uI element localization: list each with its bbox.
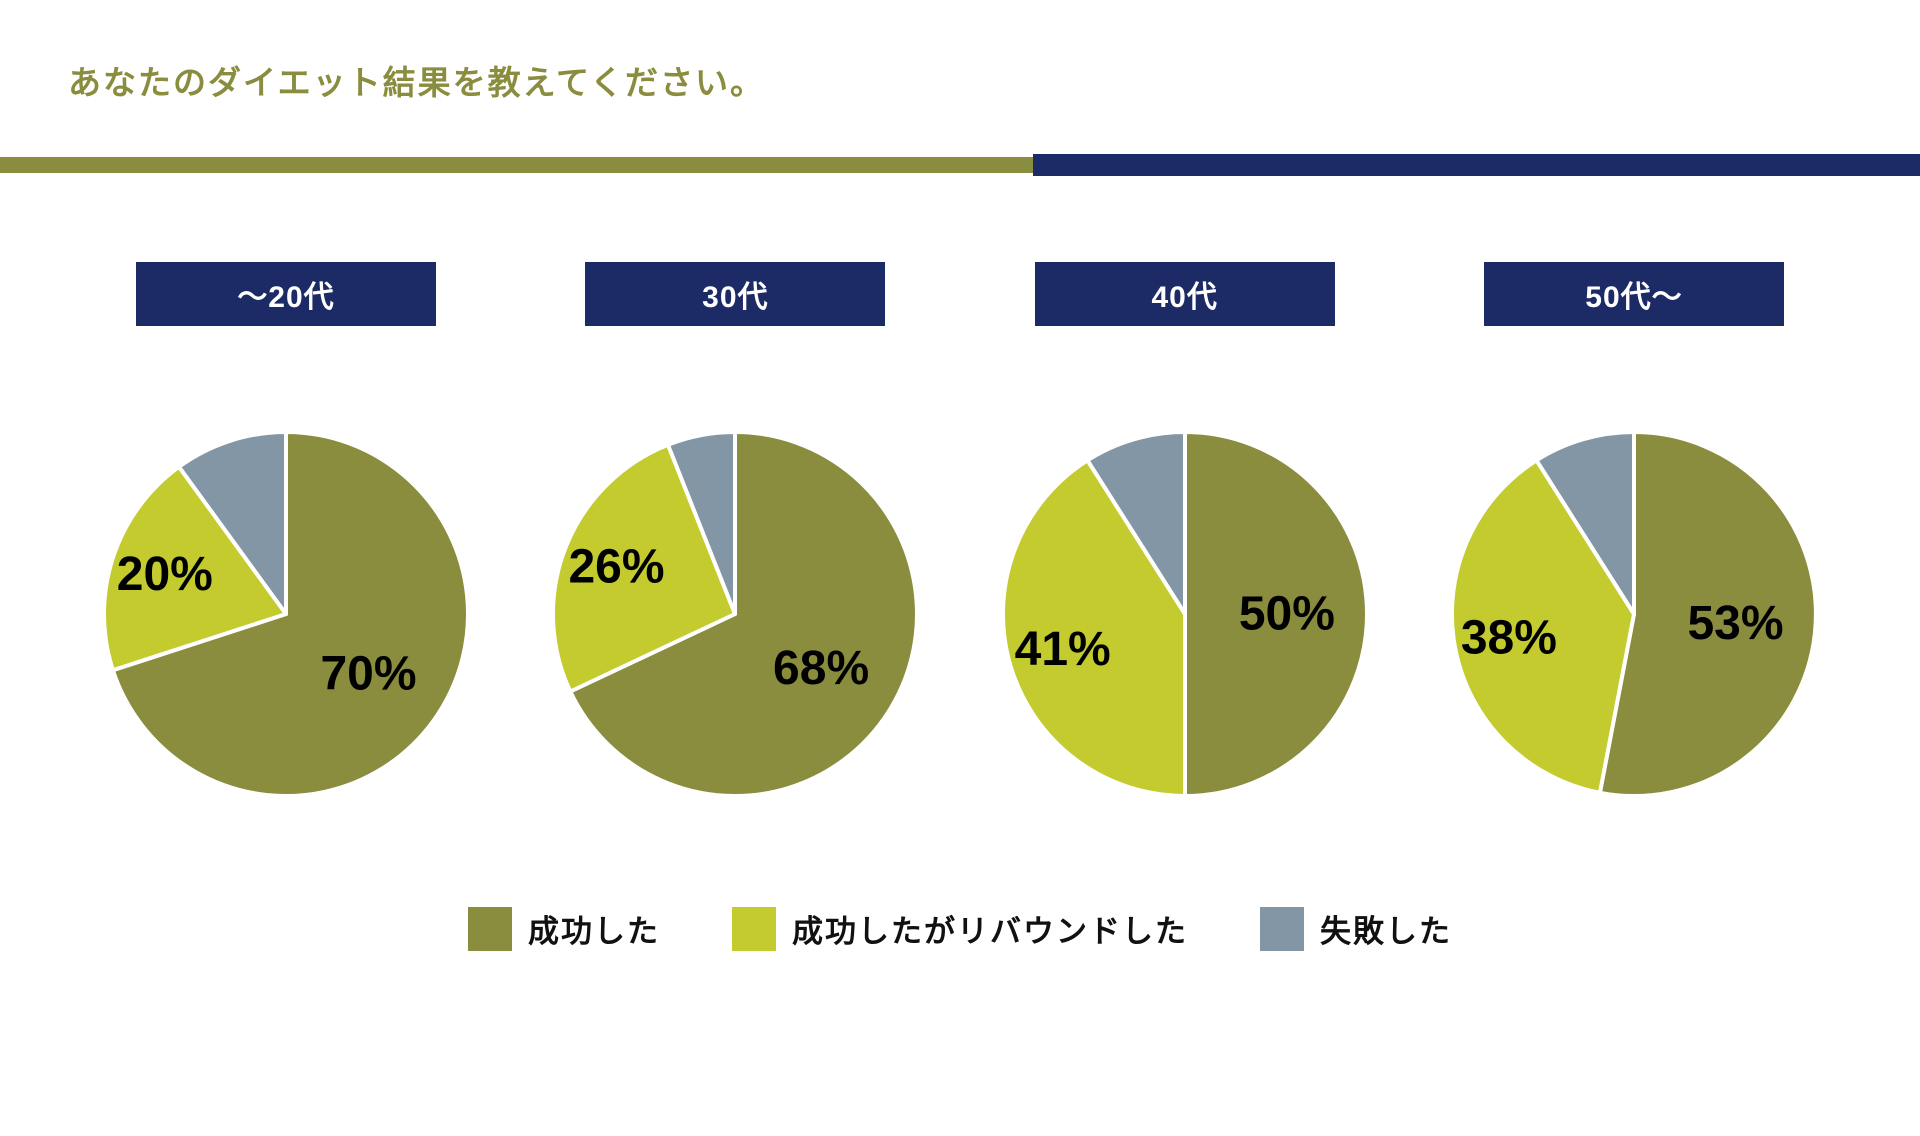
pie-chart-20s: 70% 20%	[102, 430, 470, 798]
pie-value-label: 41%	[1014, 623, 1110, 676]
pie-slice-fail	[1534, 430, 1636, 616]
pie-slice-rebound	[551, 442, 738, 694]
legend-label-rebound: 成功したがリバウンドした	[792, 914, 1188, 949]
chart-column-50s: 50代～ 53% 38%	[1414, 262, 1854, 804]
pie-slice-fail	[666, 430, 738, 616]
pie-chart-50s: 53% 38%	[1449, 430, 1818, 798]
pie-slice-success	[110, 430, 470, 798]
chart-legend: 成功した 成功したがリバウンドした 失敗した	[0, 906, 1920, 951]
pie-chart-40s: 50% 41%	[1000, 430, 1369, 798]
page-title: あなたのダイエット結果を教えてください。	[68, 64, 766, 101]
age-group-header-40s: 40代	[1034, 262, 1335, 326]
divider-navy-segment	[1032, 154, 1920, 176]
pie-value-label: 26%	[569, 541, 665, 594]
legend-item-rebound: 成功したがリバウンドした	[732, 906, 1188, 951]
age-group-header-50s: 50代～	[1483, 262, 1784, 326]
pie-slice-success	[1597, 430, 1818, 798]
chart-column-20s: ～20代 70% 20%	[66, 262, 506, 804]
pie-wrap-40s: 50% 41%	[995, 424, 1375, 804]
pie-value-label: 38%	[1461, 611, 1557, 664]
pie-value-label: 70%	[320, 647, 416, 700]
legend-label-success: 成功した	[528, 914, 660, 949]
legend-item-success: 成功した	[468, 906, 660, 951]
divider-olive-segment	[0, 157, 1049, 173]
legend-item-fail: 失敗した	[1260, 906, 1452, 951]
legend-label-fail: 失敗した	[1320, 914, 1452, 949]
pie-slice-success	[568, 430, 920, 798]
pie-wrap-20s: 70% 20%	[96, 424, 476, 804]
charts-row: ～20代 70% 20% 30代 68% 26% 40代 50% 41% 50代～ 5…	[0, 262, 1920, 804]
pie-value-label: 53%	[1687, 597, 1783, 650]
age-group-header-30s: 30代	[585, 262, 886, 326]
pie-slice-fail	[1085, 430, 1187, 616]
pie-wrap-50s: 53% 38%	[1444, 424, 1824, 804]
chart-column-40s: 40代 50% 41%	[965, 262, 1405, 804]
pie-chart-30s: 68% 26%	[551, 430, 920, 798]
legend-swatch-fail	[1260, 906, 1304, 951]
pie-wrap-30s: 68% 26%	[545, 424, 925, 804]
pie-value-label: 20%	[117, 548, 213, 601]
age-group-header-20s: ～20代	[136, 262, 436, 326]
pie-slice-rebound	[102, 464, 288, 673]
legend-swatch-success	[468, 906, 512, 951]
divider-bar	[0, 154, 1920, 176]
pie-value-label: 50%	[1239, 588, 1335, 641]
chart-column-30s: 30代 68% 26%	[515, 262, 955, 804]
legend-swatch-rebound	[732, 906, 776, 951]
pie-slice-fail	[177, 430, 288, 616]
pie-slice-success	[1182, 430, 1369, 798]
pie-value-label: 68%	[773, 642, 869, 695]
